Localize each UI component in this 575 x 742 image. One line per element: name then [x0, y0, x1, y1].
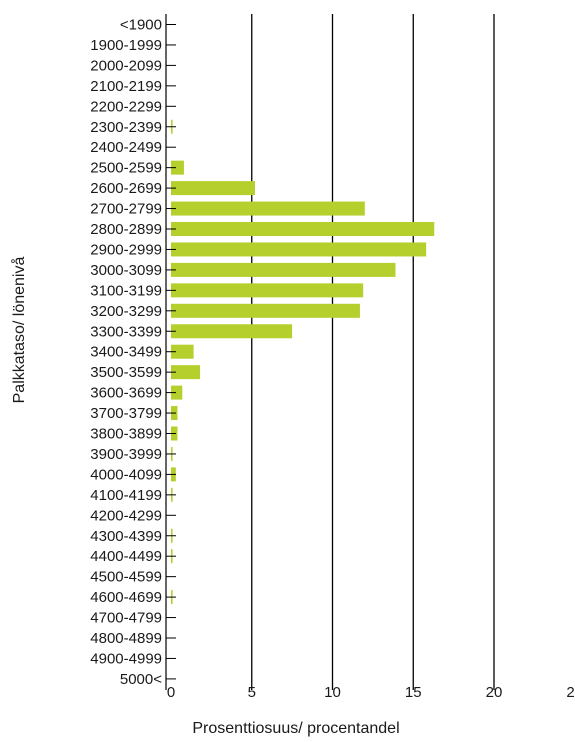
y-tick-labels: <1900 1900-1999 2000-2099 2100-2199 2200-229… — [90, 17, 162, 688]
y-tick-label: 1900-1999 — [90, 37, 162, 54]
grid-lines — [251, 14, 495, 690]
y-tick-label: 4300-4399 — [90, 528, 162, 545]
y-tick-label: 3500-3599 — [90, 364, 162, 381]
y-tick-label: 2300-2399 — [90, 119, 162, 136]
y-tick-label: 2400-2499 — [90, 139, 162, 156]
axes — [165, 14, 176, 690]
y-tick-label: 3200-3299 — [90, 303, 162, 320]
bar — [171, 262, 396, 277]
x-tick-label: 10 — [324, 684, 341, 701]
y-tick-label: 3100-3199 — [90, 282, 162, 299]
y-tick-label: 2900-2999 — [90, 241, 162, 258]
y-tick-label: 3700-3799 — [90, 405, 162, 422]
bar — [171, 222, 435, 236]
y-tick-label: 4700-4799 — [90, 610, 162, 627]
bar — [171, 324, 293, 339]
bars — [171, 119, 435, 605]
y-tick-label: 4200-4299 — [90, 507, 162, 524]
y-tick-label: 4100-4199 — [90, 487, 162, 504]
y-tick-label: 2500-2599 — [90, 160, 162, 177]
x-axis-label: Prosenttiosuus/ procentandel — [192, 720, 399, 737]
bar — [171, 181, 255, 196]
y-tick-label: 2600-2699 — [90, 180, 162, 197]
y-tick-label: 2100-2199 — [90, 78, 162, 95]
x-tick-label: 15 — [405, 684, 422, 701]
x-tick-labels: 0 5 10 15 20 25 — [167, 684, 575, 701]
y-tick-label: 4600-4699 — [90, 589, 162, 606]
y-tick-label: 2000-2099 — [90, 57, 162, 74]
x-tick-label: 20 — [486, 684, 503, 701]
bar — [171, 344, 194, 359]
y-tick-label: 4000-4099 — [90, 466, 162, 483]
bar — [171, 365, 201, 380]
x-tick-label: 0 — [167, 684, 175, 701]
y-tick-label: 2200-2299 — [90, 98, 162, 115]
y-tick-label: 2700-2799 — [90, 201, 162, 218]
y-tick-label: 3600-3699 — [90, 385, 162, 402]
y-tick-label: 5000< — [120, 671, 162, 688]
bar — [171, 242, 427, 257]
y-tick-label: 2800-2899 — [90, 221, 162, 238]
bar — [171, 160, 184, 175]
y-tick-label: <1900 — [120, 17, 162, 34]
y-tick-label: 4400-4499 — [90, 548, 162, 565]
y-tick-label: 4500-4599 — [90, 569, 162, 586]
y-tick-label: 3000-3099 — [90, 262, 162, 279]
x-tick-label: 5 — [248, 684, 256, 701]
y-tick-label: 3800-3899 — [90, 426, 162, 443]
y-tick-label: 3300-3399 — [90, 323, 162, 340]
bar — [171, 201, 365, 216]
y-tick-label: 3900-3999 — [90, 446, 162, 463]
y-tick-label: 4900-4999 — [90, 650, 162, 667]
bar — [171, 303, 360, 318]
y-tick-label: 3400-3499 — [90, 344, 162, 361]
y-tick-label: 4800-4899 — [90, 630, 162, 647]
x-tick-label: 25 — [566, 684, 575, 701]
y-axis-label: Palkkataso/ lönenivå — [10, 257, 28, 404]
bar — [171, 385, 183, 400]
bar — [171, 283, 364, 298]
